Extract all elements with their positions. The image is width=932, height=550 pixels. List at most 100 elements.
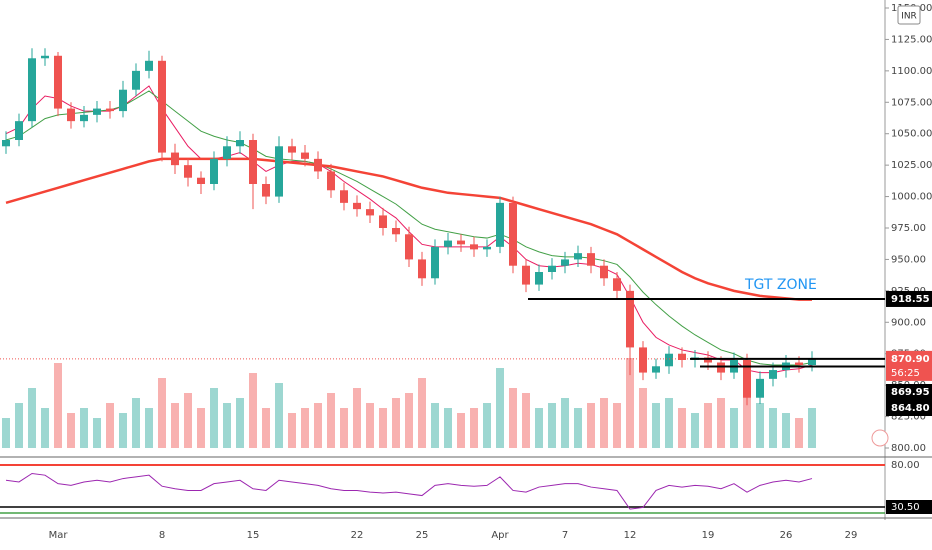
y-tick-label: 1100.00: [891, 66, 932, 77]
y-tick-label: 975.00: [891, 223, 926, 234]
volume-bar: [483, 403, 491, 448]
candle-body: [171, 152, 179, 166]
volume-bar: [197, 408, 205, 448]
volume-bar: [444, 408, 452, 448]
candle-body: [353, 202, 361, 210]
candle-body: [366, 209, 374, 216]
candle-body: [769, 370, 777, 379]
volume-bar: [704, 403, 712, 448]
volume-bar: [327, 393, 335, 448]
candle-body: [327, 171, 335, 191]
candle-body: [431, 246, 439, 279]
volume-bar: [249, 373, 257, 448]
marks: 800.00825.00850.00875.00900.00925.00950.…: [0, 3, 932, 541]
candle-body: [548, 265, 556, 272]
candle-body: [717, 362, 725, 373]
volume-bar: [210, 388, 218, 448]
volume-bar: [314, 403, 322, 448]
price-tag-label: 870.90: [891, 354, 930, 365]
candle-body: [483, 246, 491, 250]
candle-body: [587, 253, 595, 266]
candle-body: [119, 89, 127, 112]
y-tick-label: 1075.00: [891, 97, 932, 108]
volume-bar: [288, 413, 296, 448]
volume-bar: [808, 408, 816, 448]
y-tick-label: 950.00: [891, 254, 926, 265]
candle-body: [808, 358, 816, 366]
volume-bar: [717, 398, 725, 448]
volume-bar: [457, 413, 465, 448]
candle-body: [743, 360, 751, 398]
price-tag-label: 918.55: [891, 294, 930, 305]
x-tick-label: 19: [702, 530, 715, 541]
volume-bar: [769, 408, 777, 448]
price-tag: [886, 290, 932, 307]
volume-bar: [600, 398, 608, 448]
candle-body: [405, 234, 413, 260]
volume-bar: [54, 363, 62, 448]
candle-body: [54, 55, 62, 109]
rsi-tag: [886, 458, 932, 472]
volume-bar: [67, 413, 75, 448]
volume-bar: [652, 403, 660, 448]
volume-bar: [223, 403, 231, 448]
candle-body: [496, 202, 504, 247]
annotation: TGT ZONE: [744, 277, 817, 293]
x-tick-label: 12: [624, 530, 637, 541]
volume-bar: [431, 403, 439, 448]
x-tick-label: 15: [247, 530, 260, 541]
candle-body: [275, 146, 283, 197]
x-tick-label: 26: [780, 530, 793, 541]
candle-body: [93, 108, 101, 115]
candle-body: [132, 70, 140, 90]
candle-body: [795, 362, 803, 366]
volume-bar: [93, 418, 101, 448]
candle-body: [522, 265, 530, 285]
currency: INR: [901, 12, 917, 22]
candle-body: [288, 146, 296, 153]
event-marker: [871, 429, 889, 447]
candle-body: [457, 240, 465, 245]
volume-bar: [236, 398, 244, 448]
volume-bar: [184, 393, 192, 448]
volume-bar: [496, 368, 504, 448]
volume-bar: [379, 408, 387, 448]
candle-body: [444, 240, 452, 247]
volume-bar: [275, 383, 283, 448]
candle-body: [509, 202, 517, 266]
candle-body: [626, 290, 634, 348]
price-tag: [886, 384, 932, 400]
volume-bar: [470, 408, 478, 448]
candle-body: [665, 353, 673, 367]
volume-bar: [366, 403, 374, 448]
volume-bar: [340, 408, 348, 448]
volume-bar: [626, 358, 634, 448]
volume-bar: [80, 408, 88, 448]
candle-body: [145, 60, 153, 71]
candle-body: [249, 140, 257, 184]
price-tag: [886, 350, 932, 381]
price-tag-label: 869.95: [891, 387, 930, 398]
rsi-line: [5, 472, 813, 510]
volume-bar: [28, 388, 36, 448]
moving-average: [5, 157, 812, 301]
volume-bar: [509, 388, 517, 448]
y-tick-label: 900.00: [891, 317, 926, 328]
currency-box: [897, 5, 921, 25]
candle-body: [392, 228, 400, 235]
y-tick-label: 1000.00: [891, 192, 932, 203]
candle-body: [184, 165, 192, 178]
candle-body: [340, 190, 348, 203]
candle-body: [67, 108, 75, 122]
x-tick-label: 25: [416, 530, 429, 541]
volume-bar: [613, 403, 621, 448]
volume-bar: [41, 408, 49, 448]
volume-bar: [691, 413, 699, 448]
candle-body: [652, 366, 660, 373]
y-tick-label: 1050.00: [891, 129, 932, 140]
rsi-tag-label: 80.00: [891, 460, 920, 471]
y-tick-label: 1125.00: [891, 34, 932, 45]
volume-bar: [756, 403, 764, 448]
y-tick-label: 1025.00: [891, 160, 932, 171]
